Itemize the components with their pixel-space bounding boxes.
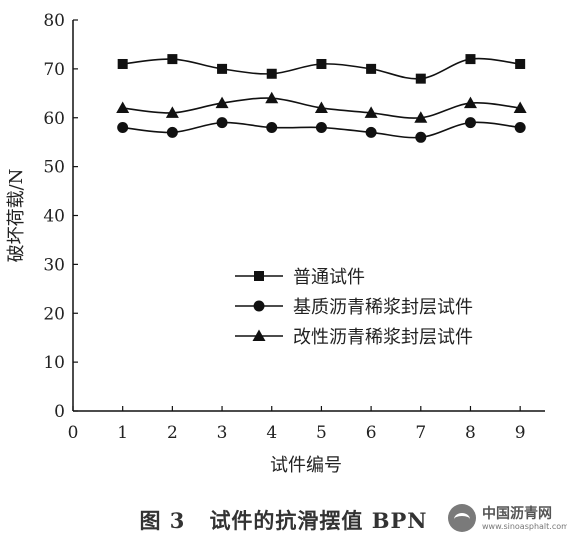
data-point-series-3 xyxy=(116,101,130,113)
data-point-series-3 xyxy=(265,91,279,104)
watermark-logo-icon xyxy=(448,504,476,532)
y-tick-label: 50 xyxy=(43,158,65,178)
data-point-series-2 xyxy=(216,117,228,129)
data-point-series-1 xyxy=(117,58,128,69)
data-point-series-2 xyxy=(117,122,129,134)
data-point-series-1 xyxy=(316,58,327,69)
x-tick-label: 3 xyxy=(217,423,228,443)
data-point-series-1 xyxy=(167,54,178,65)
data-point-series-3 xyxy=(414,111,428,123)
data-point-series-2 xyxy=(514,122,526,134)
y-tick-label: 10 xyxy=(43,353,65,373)
legend-marker xyxy=(252,329,266,341)
data-point-series-1 xyxy=(515,58,526,69)
y-tick-label: 70 xyxy=(43,60,65,80)
y-tick-label: 40 xyxy=(43,207,65,227)
y-tick-label: 60 xyxy=(43,109,65,129)
figure-caption: 图 3 试件的抗滑摆值 BPN xyxy=(0,505,567,535)
legend-label: 改性沥青稀浆封层试件 xyxy=(293,327,473,348)
x-tick-label: 2 xyxy=(167,423,178,443)
chart: 0 10 20 30 40 50 60 70 80 0 1 2 3 4 5 6 7 8 9 试件编号 破坏荷载/N 普通试… xyxy=(6,11,545,476)
data-point-series-2 xyxy=(464,117,476,129)
legend-marker xyxy=(253,300,265,312)
data-point-series-2 xyxy=(365,126,377,138)
x-axis-title: 试件编号 xyxy=(270,455,342,476)
data-point-series-2 xyxy=(266,122,278,134)
legend-label: 基质沥青稀浆封层试件 xyxy=(293,297,473,318)
data-point-series-2 xyxy=(166,126,178,138)
data-point-series-3 xyxy=(364,106,378,118)
legend-label: 普通试件 xyxy=(293,267,365,288)
watermark: 中国沥青网 www.sinoasphalt.com xyxy=(446,500,567,540)
data-point-series-1 xyxy=(217,63,228,74)
legend-marker xyxy=(254,271,264,281)
y-tick-label: 30 xyxy=(43,255,65,275)
y-axis-title: 破坏荷载/N xyxy=(6,169,27,263)
data-point-series-2 xyxy=(315,122,327,134)
data-point-series-1 xyxy=(366,63,377,74)
data-point-series-3 xyxy=(513,101,527,113)
x-tick-label: 4 xyxy=(266,423,277,443)
data-point-series-1 xyxy=(465,54,476,65)
data-point-series-1 xyxy=(266,68,277,79)
data-point-series-3 xyxy=(314,101,328,113)
y-tick-label: 80 xyxy=(43,11,65,31)
data-point-series-3 xyxy=(165,106,179,118)
x-tick-label: 7 xyxy=(415,423,426,443)
figure-number: 图 3 xyxy=(139,508,186,533)
data-point-series-1 xyxy=(415,73,426,84)
x-tick-label: 0 xyxy=(68,423,79,443)
x-tick-label: 5 xyxy=(316,423,327,443)
watermark-title: 中国沥青网 xyxy=(482,506,552,522)
data-point-series-2 xyxy=(415,131,427,143)
figure-title: 试件的抗滑摆值 BPN xyxy=(209,508,428,533)
y-tick-label: 20 xyxy=(43,304,65,324)
x-tick-label: 9 xyxy=(515,423,526,443)
data-point-series-3 xyxy=(215,96,229,109)
x-tick-label: 6 xyxy=(366,423,377,443)
x-tick-label: 1 xyxy=(117,423,128,443)
y-tick-label: 0 xyxy=(54,402,65,422)
watermark-url: www.sinoasphalt.com xyxy=(482,522,567,531)
data-point-series-3 xyxy=(463,96,477,109)
x-tick-label: 8 xyxy=(465,423,476,443)
